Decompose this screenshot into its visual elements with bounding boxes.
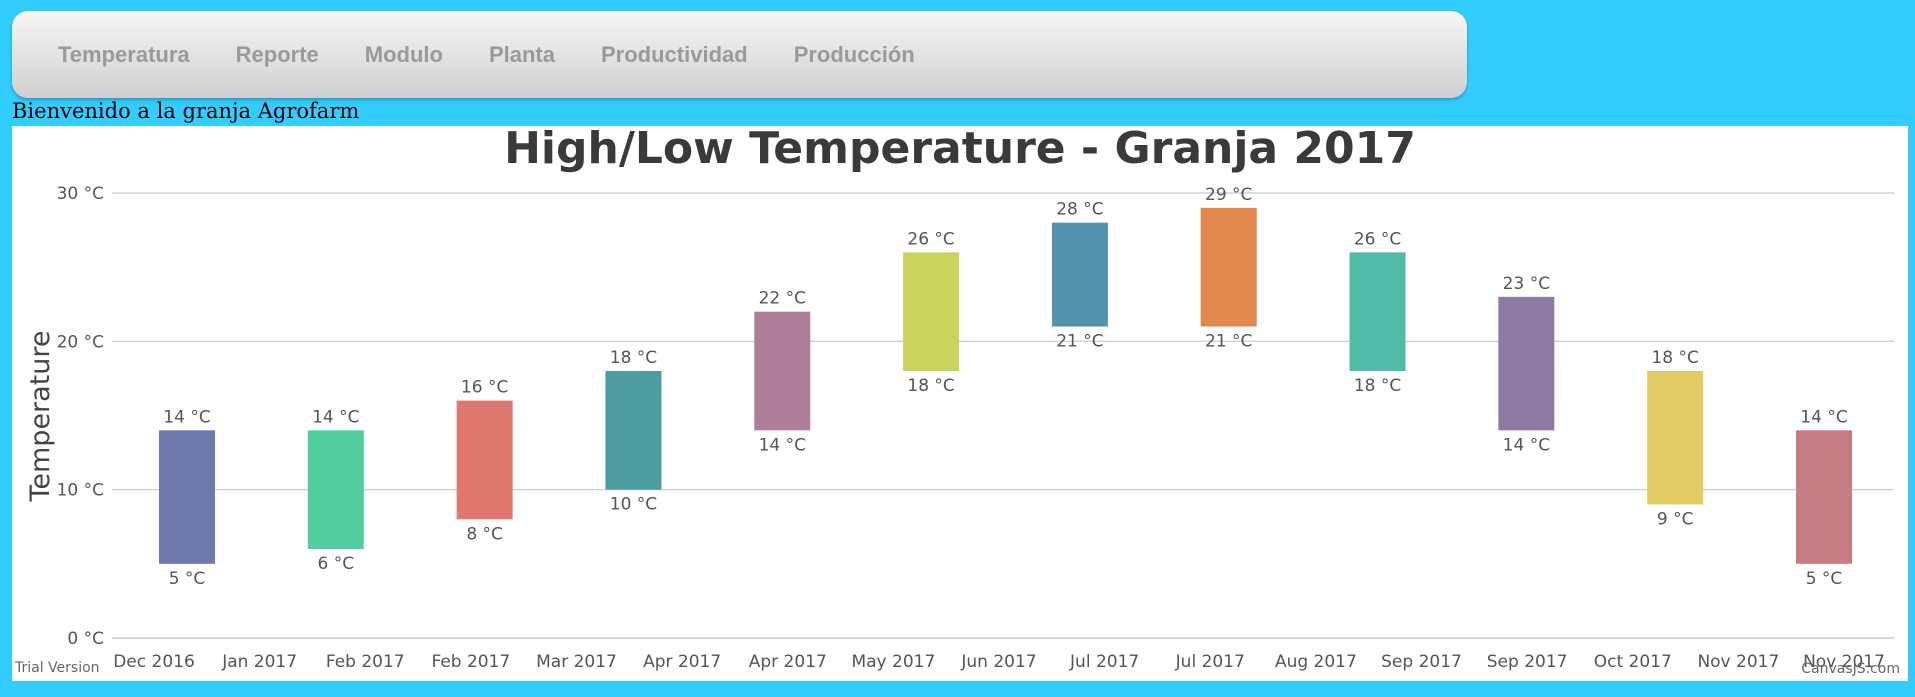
grid-lines: [112, 192, 1894, 639]
range-bar[interactable]: [1498, 296, 1555, 431]
x-tick-label: Mar 2017: [536, 652, 617, 672]
range-bar[interactable]: [605, 371, 662, 490]
x-tick-label: Jul 2017: [1175, 652, 1245, 672]
data-labels: 14 °C 5 °C 14 °C 6 °C 16 °C 8 °C 18 °C 10 °C 22 …: [163, 185, 1847, 589]
x-tick-label: Dec 2016: [113, 652, 195, 672]
high-value-label: 14 °C: [1800, 407, 1847, 427]
range-bar[interactable]: [1051, 222, 1108, 327]
high-value-label: 18 °C: [610, 348, 657, 368]
high-value-label: 22 °C: [759, 289, 806, 309]
y-tick-label: 20 °C: [57, 332, 104, 352]
low-value-label: 9 °C: [1657, 510, 1694, 530]
x-tick-label: Jun 2017: [960, 652, 1036, 672]
nav-item-4[interactable]: Productividad: [601, 41, 748, 67]
x-tick-label: Sep 2017: [1487, 652, 1568, 672]
range-bar[interactable]: [1796, 430, 1852, 564]
high-value-label: 16 °C: [461, 378, 508, 398]
x-tick-label: Feb 2017: [326, 652, 405, 672]
canvasjs-credit-link[interactable]: CanvasJS.com: [1801, 661, 1900, 677]
x-tick-label: Sep 2017: [1381, 652, 1462, 672]
y-tick-label: 0 °C: [67, 629, 104, 649]
range-bar[interactable]: [1349, 252, 1406, 371]
high-value-label: 29 °C: [1205, 185, 1252, 205]
x-tick-label: Apr 2017: [643, 652, 721, 672]
low-value-label: 8 °C: [466, 524, 503, 544]
range-bars: [159, 207, 1852, 564]
range-bar[interactable]: [1200, 207, 1257, 327]
x-axis-ticks: Dec 2016 Jan 2017 Feb 2017 Feb 2017 Mar 2017…: [113, 652, 1885, 672]
low-value-label: 21 °C: [1056, 332, 1103, 352]
high-value-label: 14 °C: [312, 407, 359, 427]
x-tick-label: Oct 2017: [1594, 652, 1672, 672]
y-axis-ticks: 0 °C 10 °C 20 °C 30 °C: [57, 184, 104, 649]
x-tick-label: Feb 2017: [431, 652, 510, 672]
nav-item-3[interactable]: Planta: [488, 41, 555, 67]
low-value-label: 5 °C: [1806, 569, 1843, 589]
low-value-label: 6 °C: [318, 554, 355, 574]
temperature-chart-container: High/Low Temperature - Granja 2017 Tempe…: [12, 126, 1908, 681]
y-tick-label: 30 °C: [57, 184, 104, 204]
low-value-label: 18 °C: [907, 376, 954, 396]
x-tick-label: Jul 2017: [1069, 652, 1139, 672]
nav-item-0[interactable]: Temperatura: [58, 41, 190, 67]
low-value-label: 18 °C: [1354, 376, 1401, 396]
high-value-label: 23 °C: [1503, 274, 1550, 294]
low-value-label: 14 °C: [1503, 435, 1550, 455]
nav-list: Temperatura Reporte Modulo Planta Productivi…: [12, 11, 1467, 98]
range-bar[interactable]: [159, 430, 215, 564]
nav-item-5[interactable]: Producción: [793, 41, 915, 67]
range-bar[interactable]: [754, 311, 811, 431]
low-value-label: 10 °C: [610, 495, 657, 515]
x-tick-label: Nov 2017: [1803, 652, 1885, 672]
high-value-label: 26 °C: [907, 229, 954, 249]
main-navbar: Temperatura Reporte Modulo Planta Productivi…: [12, 11, 1467, 98]
x-tick-label: Nov 2017: [1697, 652, 1779, 672]
y-tick-label: 10 °C: [57, 481, 104, 501]
range-bar[interactable]: [456, 400, 513, 520]
low-value-label: 5 °C: [169, 569, 206, 589]
nav-item-2[interactable]: Modulo: [364, 41, 443, 67]
high-value-label: 18 °C: [1651, 348, 1698, 368]
y-axis-title: Temperature: [25, 330, 56, 502]
chart-title: High/Low Temperature - Granja 2017: [504, 126, 1416, 174]
trial-version-watermark: Trial Version: [15, 660, 100, 676]
range-bar[interactable]: [1647, 371, 1704, 505]
range-bar[interactable]: [307, 430, 364, 549]
low-value-label: 14 °C: [759, 435, 806, 455]
x-tick-label: Aug 2017: [1275, 652, 1357, 672]
x-tick-label: Jan 2017: [221, 652, 297, 672]
temperature-chart: High/Low Temperature - Granja 2017 Tempe…: [25, 126, 1894, 672]
x-tick-label: Apr 2017: [749, 652, 827, 672]
nav-item-1[interactable]: Reporte: [235, 41, 319, 67]
low-value-label: 21 °C: [1205, 332, 1252, 352]
welcome-message: Bienvenido a la granja Agrofarm: [12, 99, 360, 123]
range-bar[interactable]: [903, 252, 960, 371]
x-tick-label: May 2017: [851, 652, 935, 672]
high-value-label: 26 °C: [1354, 229, 1401, 249]
high-value-label: 28 °C: [1056, 200, 1103, 220]
high-value-label: 14 °C: [163, 407, 210, 427]
